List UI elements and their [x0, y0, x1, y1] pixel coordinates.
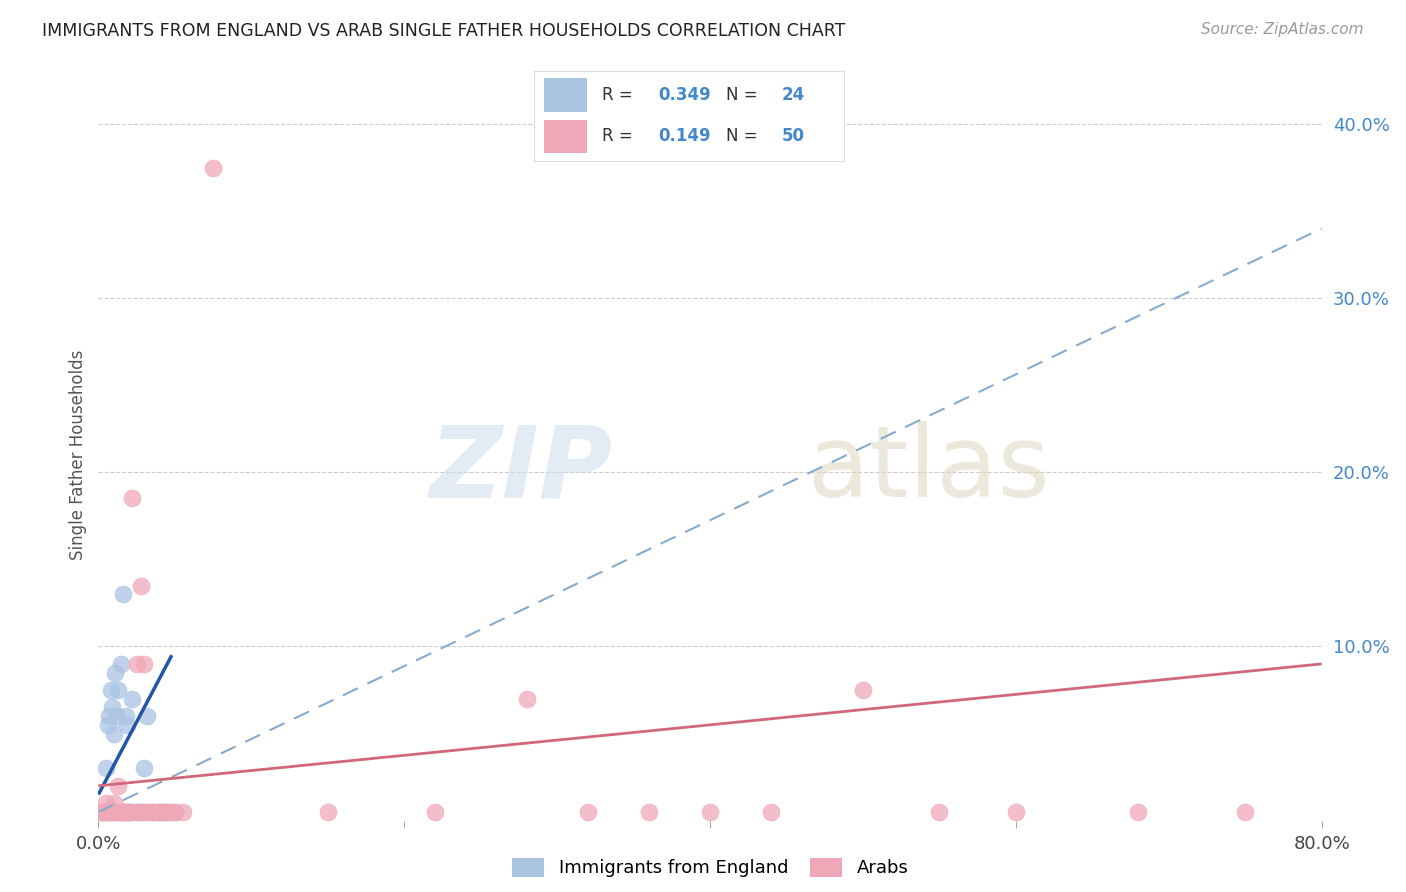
Point	[103, 805, 125, 819]
Point	[202, 161, 225, 175]
Text: IMMIGRANTS FROM ENGLAND VS ARAB SINGLE FATHER HOUSEHOLDS CORRELATION CHART: IMMIGRANTS FROM ENGLAND VS ARAB SINGLE F…	[42, 22, 845, 40]
Point	[97, 805, 120, 819]
Point	[101, 700, 124, 714]
Point	[105, 709, 128, 723]
Point	[129, 805, 152, 819]
Point	[699, 805, 721, 819]
Point	[94, 796, 117, 810]
Y-axis label: Single Father Households: Single Father Households	[69, 350, 87, 560]
Text: 0.349: 0.349	[658, 86, 711, 103]
Point	[141, 805, 163, 819]
Point	[125, 657, 148, 671]
Point	[90, 805, 112, 819]
Point	[111, 587, 134, 601]
Point	[120, 805, 142, 819]
Point	[156, 805, 179, 819]
Legend: Immigrants from England, Arabs: Immigrants from England, Arabs	[512, 858, 908, 878]
Point	[423, 805, 446, 819]
Point	[93, 805, 115, 819]
Text: N =: N =	[725, 128, 763, 145]
Point	[100, 683, 122, 698]
Point	[91, 805, 114, 819]
Point	[91, 805, 114, 819]
Point	[121, 691, 143, 706]
Point	[120, 805, 142, 819]
Point	[1128, 805, 1150, 819]
Point	[516, 691, 538, 706]
Point	[112, 805, 135, 819]
Bar	[544, 78, 586, 112]
Point	[104, 665, 127, 680]
Point	[759, 805, 782, 819]
Point	[115, 709, 138, 723]
Point	[115, 805, 138, 819]
Point	[104, 805, 127, 819]
Point	[139, 805, 162, 819]
Point	[156, 805, 179, 819]
Point	[121, 491, 143, 506]
Point	[142, 805, 165, 819]
Text: R =: R =	[602, 86, 638, 103]
Point	[129, 578, 152, 592]
Point	[172, 805, 194, 819]
Text: N =: N =	[725, 86, 763, 103]
Point	[103, 796, 125, 810]
Bar	[544, 120, 586, 153]
Text: Source: ZipAtlas.com: Source: ZipAtlas.com	[1201, 22, 1364, 37]
Point	[110, 805, 132, 819]
Point	[107, 779, 129, 793]
Point	[134, 761, 156, 775]
Point	[105, 805, 128, 819]
Point	[101, 805, 124, 819]
Point	[134, 805, 156, 819]
Point	[127, 805, 149, 819]
Point	[108, 805, 131, 819]
Text: atlas: atlas	[808, 421, 1049, 518]
Point	[145, 805, 167, 819]
Point	[149, 805, 172, 819]
Point	[1004, 805, 1026, 819]
Point	[118, 805, 141, 819]
Point	[160, 805, 183, 819]
Point	[316, 805, 339, 819]
Point	[1234, 805, 1257, 819]
Text: R =: R =	[602, 128, 638, 145]
Point	[134, 657, 156, 671]
Text: 24: 24	[782, 86, 806, 103]
Point	[111, 805, 134, 819]
Point	[94, 761, 117, 775]
Point	[928, 805, 950, 819]
Point	[98, 805, 121, 819]
Point	[136, 709, 159, 723]
Point	[103, 726, 125, 740]
Point	[107, 683, 129, 698]
Point	[117, 718, 139, 732]
Point	[125, 805, 148, 819]
Point	[97, 718, 120, 732]
Point	[149, 805, 172, 819]
Text: 50: 50	[782, 128, 804, 145]
Point	[576, 805, 599, 819]
Point	[100, 805, 122, 819]
Point	[163, 805, 186, 819]
Point	[110, 657, 132, 671]
Point	[163, 805, 186, 819]
Point	[637, 805, 661, 819]
Text: 0.149: 0.149	[658, 128, 710, 145]
Point	[852, 683, 875, 698]
Point	[152, 805, 174, 819]
Text: ZIP: ZIP	[429, 421, 612, 518]
Point	[98, 709, 121, 723]
Point	[117, 805, 139, 819]
Point	[136, 805, 159, 819]
